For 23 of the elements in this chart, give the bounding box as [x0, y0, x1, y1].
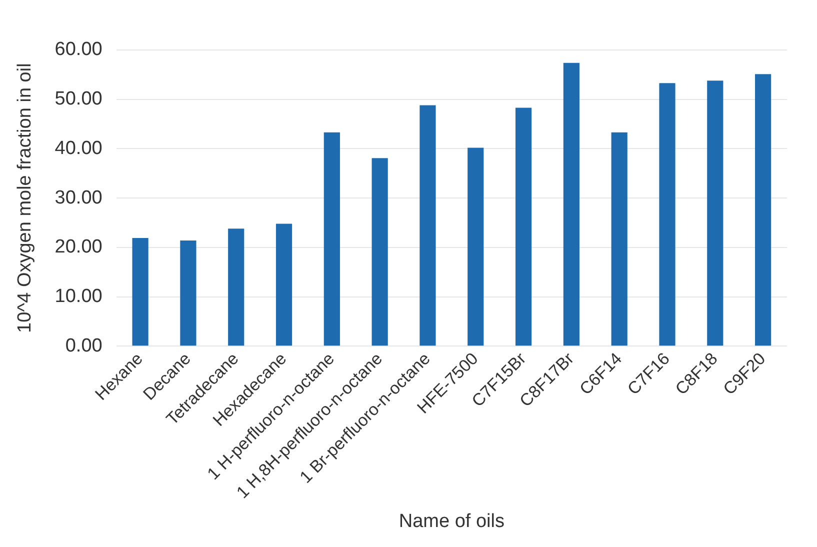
y-tick-label: 60.00 — [54, 39, 102, 60]
bar — [707, 80, 724, 346]
x-axis-title: Name of oils — [398, 510, 504, 532]
bar — [372, 158, 388, 346]
bar — [180, 240, 196, 346]
bar — [468, 148, 484, 346]
bar — [420, 105, 436, 346]
y-tick-label: 10.00 — [54, 286, 102, 308]
bar — [132, 238, 148, 346]
y-tick-label: 50.00 — [54, 88, 102, 110]
y-tick-label: 0.00 — [65, 335, 102, 356]
y-tick-label: 20.00 — [54, 236, 102, 258]
bar — [755, 74, 772, 346]
y-tick-label: 30.00 — [54, 187, 102, 208]
bar — [563, 62, 580, 346]
bar — [228, 228, 244, 346]
y-tick-label: 40.00 — [54, 138, 102, 159]
bar — [611, 132, 628, 346]
bar — [276, 224, 292, 346]
bar — [324, 132, 340, 346]
bar — [515, 108, 532, 346]
y-axis-title: 10^4 Oxygen mole fraction in oil — [14, 63, 36, 333]
bar — [659, 83, 676, 346]
